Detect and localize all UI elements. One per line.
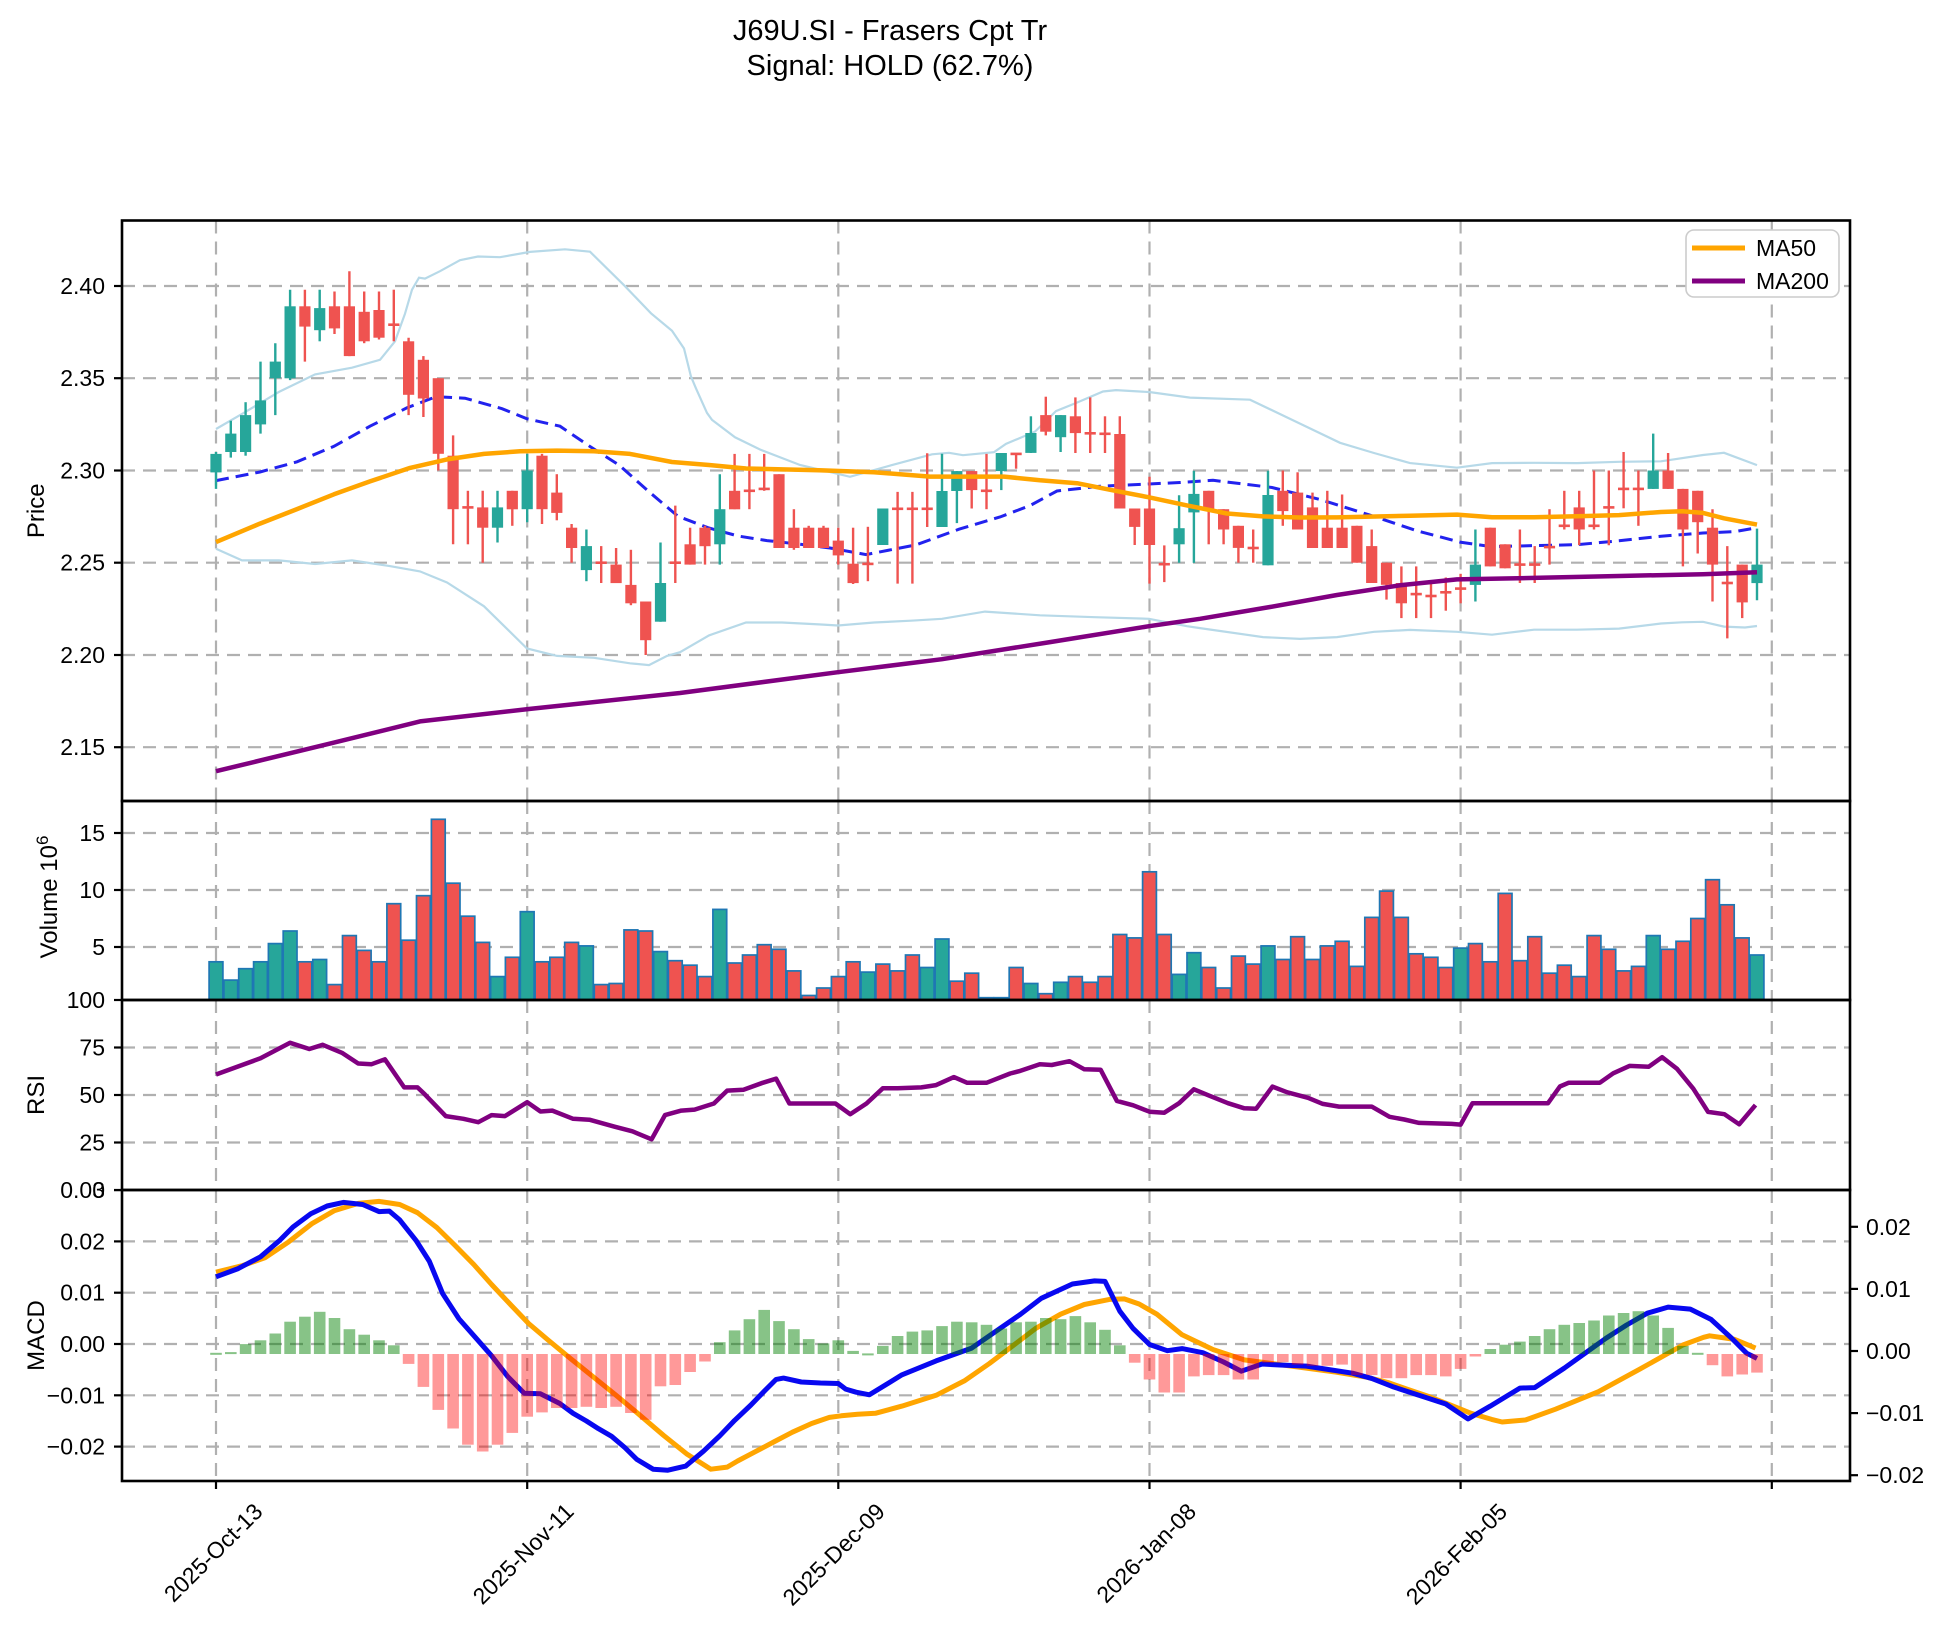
svg-text:0.00: 0.00	[1866, 1338, 1911, 1364]
svg-text:75: 75	[79, 1035, 105, 1061]
svg-text:2.25: 2.25	[60, 550, 105, 576]
svg-text:25: 25	[79, 1130, 105, 1156]
svg-text:2.15: 2.15	[60, 734, 105, 760]
svg-text:MA50: MA50	[1756, 235, 1816, 261]
svg-text:0.01: 0.01	[60, 1280, 105, 1306]
svg-text:100: 100	[67, 987, 105, 1013]
svg-text:MA200: MA200	[1756, 268, 1829, 294]
svg-text:−0.01: −0.01	[47, 1382, 105, 1408]
svg-text:0.02: 0.02	[1866, 1214, 1911, 1240]
svg-text:2.40: 2.40	[60, 273, 105, 299]
svg-text:MACD: MACD	[23, 1300, 50, 1371]
svg-text:Signal: HOLD (62.7%): Signal: HOLD (62.7%)	[747, 50, 1034, 82]
svg-text:−0.01: −0.01	[1866, 1400, 1924, 1426]
svg-text:2.30: 2.30	[60, 458, 105, 484]
svg-text:0.00: 0.00	[60, 1331, 105, 1357]
svg-text:J69U.SI - Frasers Cpt Tr: J69U.SI - Frasers Cpt Tr	[733, 15, 1048, 47]
svg-text:−0.02: −0.02	[1866, 1462, 1924, 1488]
svg-text:Volume 106: Volume 106	[33, 836, 64, 959]
svg-text:Price: Price	[23, 483, 50, 538]
svg-text:50: 50	[79, 1082, 105, 1108]
svg-text:0.03: 0.03	[60, 1177, 105, 1203]
svg-text:15: 15	[79, 820, 105, 846]
svg-text:2.20: 2.20	[60, 642, 105, 668]
svg-text:0.01: 0.01	[1866, 1276, 1911, 1302]
svg-text:0: 0	[92, 1177, 105, 1203]
svg-text:RSI: RSI	[23, 1075, 50, 1115]
svg-text:5: 5	[92, 934, 105, 960]
svg-text:0.02: 0.02	[60, 1228, 105, 1254]
svg-text:−0.02: −0.02	[47, 1434, 105, 1460]
svg-text:10: 10	[79, 877, 105, 903]
svg-text:2.35: 2.35	[60, 365, 105, 391]
